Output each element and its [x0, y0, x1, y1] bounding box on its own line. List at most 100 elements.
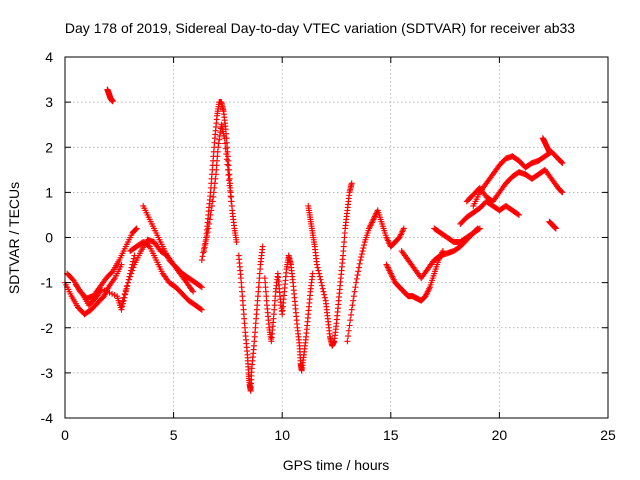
x-tick-label: 15	[383, 427, 399, 443]
point-peak-7h-secondary	[226, 182, 233, 189]
point-arc-13-15h	[347, 317, 354, 324]
point-arc-11-13h	[316, 270, 323, 277]
point-arc-11-13h	[320, 288, 327, 295]
point-arc-mid-a	[198, 284, 205, 291]
point-arc-11-13h	[316, 273, 323, 280]
point-arc-13-15h	[349, 302, 356, 309]
point-arc-11-13h	[319, 282, 326, 289]
point-peak-7h-secondary	[222, 140, 229, 147]
y-tick-label: 3	[45, 94, 53, 110]
x-tick-label: 0	[61, 427, 69, 443]
point-arc-early-mid	[69, 276, 76, 283]
point-peak-7h-secondary	[221, 135, 228, 142]
point-arc-13-15h	[400, 225, 407, 232]
point-peak-7h-secondary	[204, 229, 211, 236]
point-scatter-9-11h	[309, 270, 316, 277]
point-arc-13-15h	[358, 254, 365, 261]
point-arc-mid-b	[197, 305, 204, 312]
point-peak-7h	[200, 249, 207, 256]
point-arc-13-15h	[351, 288, 358, 295]
point-arc-11-13h	[315, 267, 322, 274]
point-arc-mid-a	[197, 283, 204, 290]
grid-lines	[65, 57, 608, 418]
point-arc-13-15h	[358, 251, 365, 258]
point-arc-13-15h	[347, 311, 354, 318]
point-arc-13-15h	[348, 306, 355, 313]
point-peak-7h-secondary	[205, 225, 212, 232]
point-cluster-22h-low	[552, 225, 559, 232]
point-arc-19-23h-mid	[559, 189, 566, 196]
point-arc-early-mid	[132, 226, 139, 233]
point-arc-13-15h	[353, 279, 360, 286]
point-arc-13-15h	[344, 338, 351, 345]
point-arc-mid-c	[124, 279, 131, 286]
x-tick-label: 25	[600, 427, 616, 443]
point-peak-7h-secondary	[224, 161, 231, 168]
point-peak-7h-secondary	[201, 244, 208, 251]
point-arc-13-15h	[359, 248, 366, 255]
point-arc-13-15h	[361, 242, 368, 249]
y-tick-label: 4	[45, 49, 53, 65]
point-arc-19-21h-low	[514, 211, 521, 218]
y-tick-label: -3	[41, 365, 54, 381]
point-arc-mid-c	[128, 270, 135, 277]
point-arc-mid-c	[127, 273, 134, 280]
point-arc-11-13h	[321, 291, 328, 298]
point-arc-mid-b	[198, 306, 205, 313]
x-tick-label: 20	[492, 427, 508, 443]
point-arc-13-15h	[355, 268, 362, 275]
point-peak-7h-secondary	[207, 211, 214, 218]
point-arc-13-15h	[354, 272, 361, 279]
y-tick-label: 1	[45, 184, 53, 200]
point-peak-7h-secondary	[206, 216, 213, 223]
point-peak-7h-secondary	[201, 248, 208, 255]
point-arc-13-15h	[360, 245, 367, 252]
point-peak-7h-secondary	[225, 177, 232, 184]
point-arc-19-21h-low	[515, 211, 522, 218]
point-spike-8-10h	[259, 243, 266, 250]
point-arc-19-23h-mid	[558, 188, 565, 195]
point-arc-11-13h	[313, 261, 320, 268]
point-peak-7h-secondary	[202, 240, 209, 247]
x-axis-label: GPS time / hours	[283, 457, 390, 473]
point-peak-7h	[199, 253, 206, 260]
point-arc-11-13h	[319, 285, 326, 292]
point-peak-7h-secondary	[206, 220, 213, 227]
x-tick-label: 5	[170, 427, 178, 443]
y-axis-label: SDTVAR / TECUs	[6, 182, 22, 294]
point-arc-11-13h	[348, 180, 355, 187]
point-arc-early-mid	[133, 225, 140, 232]
point-arc-mid-c	[119, 298, 126, 305]
chart-title: Day 178 of 2019, Sidereal Day-to-day VTE…	[65, 20, 575, 36]
point-arc-mid-c	[129, 267, 136, 274]
point-arc-mid-c	[122, 287, 129, 294]
point-arc-mid-c	[121, 290, 128, 297]
y-tick-label: 0	[45, 230, 53, 246]
y-tick-label: -2	[41, 320, 54, 336]
point-arc-11-13h	[321, 294, 328, 301]
point-arc-13-15h	[353, 275, 360, 282]
point-peak-7h-secondary	[223, 156, 230, 163]
point-peak-7h	[198, 257, 205, 264]
point-arc-mid-c	[123, 283, 130, 290]
point-arc-19-23h-upper	[559, 160, 566, 167]
point-arc-mid-c	[118, 302, 125, 309]
point-peak-7h-secondary	[203, 236, 210, 243]
point-isolated-high-cluster	[109, 98, 116, 105]
point-arc-13-15h	[356, 260, 363, 267]
x-tick-label: 10	[274, 427, 290, 443]
axis-ticks	[64, 56, 609, 419]
point-arc-mid-c	[120, 294, 127, 301]
point-peak-7h	[233, 239, 240, 246]
point-arc-17-19h	[474, 225, 481, 232]
point-peak-7h-secondary	[224, 166, 231, 173]
point-arc-11-13h	[317, 276, 324, 283]
x-tick-labels: 0 5 10 15 20 25	[61, 427, 616, 443]
point-arc-13-15h	[357, 257, 364, 264]
y-tick-label: -4	[41, 410, 54, 426]
y-tick-label: -1	[41, 275, 54, 291]
point-arc-13-15h	[352, 284, 359, 291]
point-arc-11-13h	[314, 264, 321, 271]
data-points	[62, 86, 566, 394]
